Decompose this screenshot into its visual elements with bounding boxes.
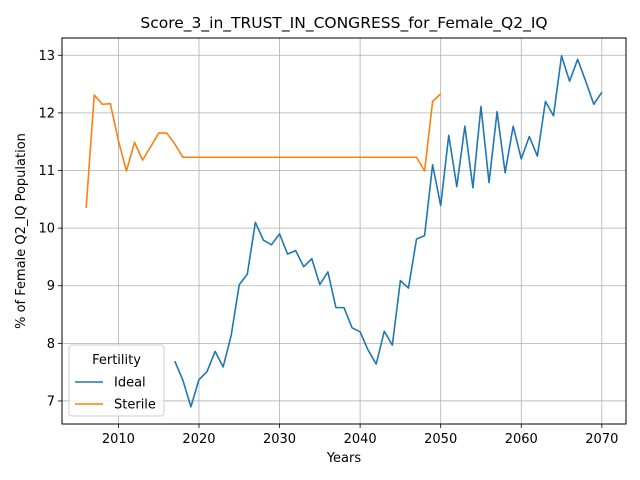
y-tick-label: 13: [38, 49, 55, 64]
legend-box: [68, 344, 165, 417]
x-tick-label: 2070: [585, 432, 618, 447]
plot-frame: [61, 37, 627, 425]
y-tick-label: 11: [38, 164, 55, 179]
chart-title: Score_3_in_TRUST_IN_CONGRESS_for_Female_…: [140, 14, 547, 33]
x-tick-label: 2030: [263, 432, 296, 447]
y-tick-label: 7: [47, 394, 55, 409]
x-tick-label: 2040: [344, 432, 377, 447]
x-tick-label: 2060: [505, 432, 538, 447]
legend-title: Fertility: [92, 353, 141, 368]
y-axis-label: % of Female Q2_IQ Population: [14, 133, 29, 329]
x-tick-label: 2010: [102, 432, 135, 447]
series-layer: [85, 55, 603, 408]
y-tick-label: 8: [47, 337, 55, 352]
y-tick-label: 12: [38, 106, 55, 121]
legend: Fertility Ideal Sterile: [68, 344, 165, 417]
axis-ticks: 2010 2020 2030 2040 2050 2060 2070 7 8 9 10 11 12 13: [38, 49, 618, 447]
x-tick-label: 2020: [182, 432, 215, 447]
legend-label-sterile: Sterile: [114, 398, 156, 413]
y-tick-label: 10: [38, 222, 55, 237]
series-line-ideal: [174, 55, 603, 408]
series-line-sterile: [85, 93, 442, 209]
x-axis-label: Years: [326, 451, 362, 466]
y-tick-label: 9: [47, 279, 55, 294]
x-tick-label: 2050: [424, 432, 457, 447]
legend-label-ideal: Ideal: [114, 376, 146, 391]
